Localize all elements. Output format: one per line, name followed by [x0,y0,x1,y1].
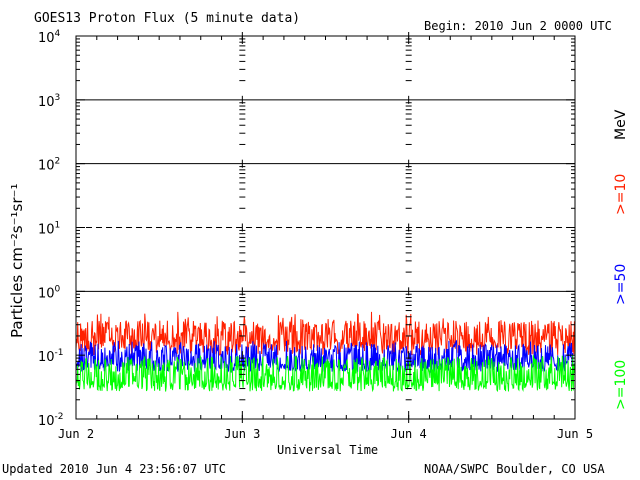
legend-series-3: >=100 [613,360,629,410]
y-tick-base: 10 [38,350,55,365]
y-tick-exponent: 1 [55,221,61,231]
legend-series-2: >=50 [613,264,629,305]
x-tick-label: Jun 2 [58,427,94,441]
grid-layer [76,99,575,292]
y-tick-exponent: 2 [55,157,61,167]
series-line-2 [75,339,576,374]
x-tick-label: Jun 3 [224,427,260,441]
series-line-3 [75,355,576,393]
y-axis-label: Particles cm⁻²s⁻¹sr⁻¹ [8,184,26,338]
y-tick-label: 101 [38,221,60,238]
y-tick-base: 10 [38,414,55,429]
y-tick-label: 102 [38,157,60,174]
chart-title: GOES13 Proton Flux (5 minute data) [34,11,300,26]
y-tick-base: 10 [38,286,55,301]
y-tick-label: 103 [38,93,60,110]
y-tick-exponent: 3 [55,93,61,103]
y-tick-label: 100 [38,284,61,301]
begin-time: Begin: 2010 Jun 2 0000 UTC [424,19,612,33]
legend: MeV >=10 >=50 >=100 [613,109,629,410]
y-tick-base: 10 [38,95,55,110]
y-tick-exponent: -2 [55,412,64,422]
y-tick-base: 10 [38,159,55,174]
x-tick-label: Jun 4 [391,427,427,441]
y-tick-label: 104 [38,29,61,46]
y-tick-exponent: -1 [55,348,64,358]
y-tick-base: 10 [38,31,55,46]
y-tick-base: 10 [38,223,55,238]
y-tick-label: 10-2 [38,412,64,429]
legend-series-1: >=10 [613,174,629,215]
x-axis-label: Universal Time [277,443,378,457]
legend-unit: MeV [613,109,629,140]
data-source: NOAA/SWPC Boulder, CO USA [424,462,605,476]
y-tick-exponent: 4 [55,29,61,39]
series-layer [75,311,576,393]
y-tick-exponent: 0 [55,284,61,294]
x-tick-layer: Jun 2 Jun 3 Jun 4 Jun 5 [58,32,593,441]
y-tick-label: 10-1 [38,348,64,365]
updated-time: Updated 2010 Jun 4 23:56:07 UTC [2,462,226,476]
x-tick-label: Jun 5 [557,427,593,441]
